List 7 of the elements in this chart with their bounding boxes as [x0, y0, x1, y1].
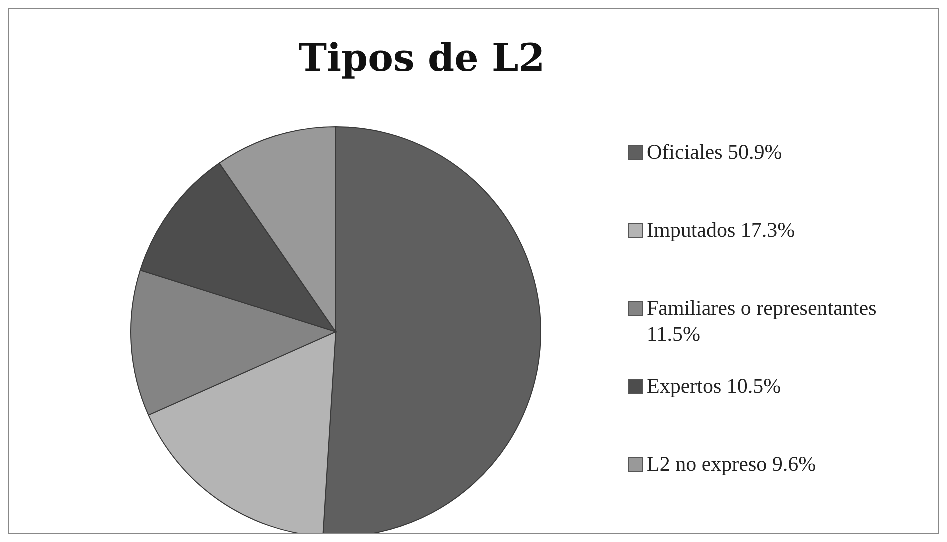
legend-label: Expertos 10.5% [647, 373, 782, 399]
legend-label: L2 no expreso 9.6% [647, 451, 816, 477]
legend-label: Imputados 17.3% [647, 217, 796, 243]
legend-label: Familiares o representantes [647, 296, 877, 320]
legend-label: Oficiales 50.9% [647, 139, 782, 165]
chart-title: Tipos de L2 [298, 35, 546, 80]
data-label: 11.5% [647, 322, 700, 346]
